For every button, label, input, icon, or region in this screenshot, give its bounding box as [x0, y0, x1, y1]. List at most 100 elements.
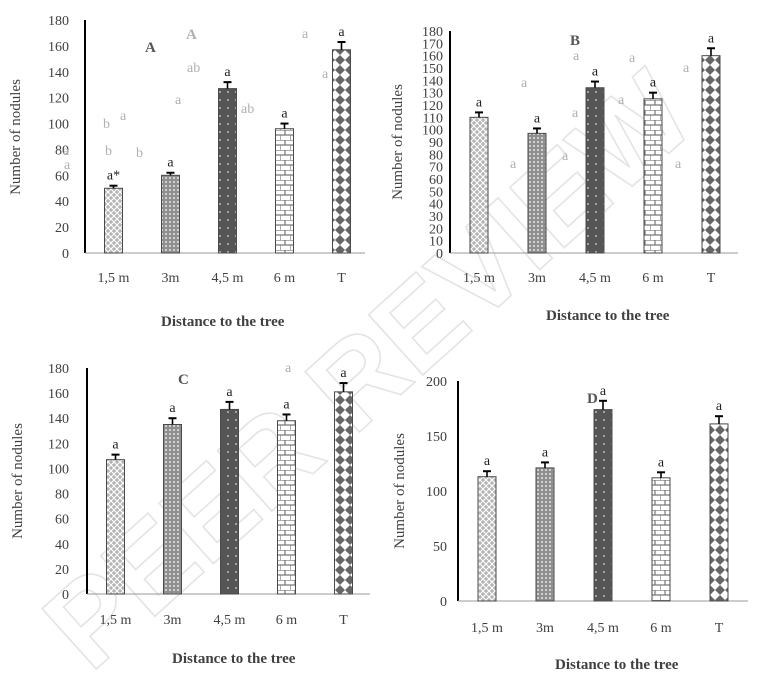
bar — [334, 391, 353, 595]
y-tick-label: 70 — [429, 161, 443, 176]
y-tick-label: 160 — [422, 50, 443, 65]
x-tick-label: 3m — [536, 621, 554, 636]
y-axis-title: Number of nodules — [392, 433, 408, 549]
bar — [535, 467, 555, 602]
bar — [643, 98, 663, 254]
x-tick-label: 6 m — [274, 271, 296, 286]
y-tick-label: 0 — [436, 247, 443, 262]
y-tick-label: 50 — [429, 185, 443, 200]
significance-label: a — [167, 156, 174, 171]
bar — [163, 424, 182, 595]
ghost-letter: a — [573, 49, 580, 64]
chart-panel-d: 0 50 100 150 200 a 1,5 m a 3m a 4,5 m a 6 m a T Number … — [392, 375, 748, 673]
bar — [104, 187, 123, 254]
x-tick-label: 3m — [162, 271, 180, 286]
x-tick-label: 4,5 m — [579, 271, 611, 286]
y-tick-label: 130 — [422, 87, 443, 102]
x-tick-label: 1,5 m — [471, 621, 503, 636]
ghost-letter: ab — [241, 102, 254, 117]
y-tick-label: 150 — [426, 430, 447, 445]
y-tick-label: 0 — [440, 595, 447, 610]
x-tick-label: T — [715, 621, 724, 636]
significance-label: a — [542, 445, 549, 460]
ghost-letter: ab — [187, 61, 200, 76]
y-tick-label: 20 — [55, 221, 69, 236]
bar — [469, 116, 489, 254]
ghost-letter: a — [629, 51, 636, 66]
ghost-letter: a — [562, 149, 569, 164]
significance-label: a — [283, 397, 290, 412]
significance-label: a — [708, 31, 715, 46]
y-tick-label: 140 — [48, 66, 69, 81]
y-axis-title: Number of nodules — [10, 423, 26, 539]
x-tick-label: 3m — [528, 271, 546, 286]
y-tick-label: 120 — [48, 437, 69, 452]
x-axis-title: Distance to the tree — [172, 651, 296, 667]
significance-label: a — [281, 107, 288, 122]
significance-label: a — [338, 25, 345, 40]
bar — [275, 128, 294, 254]
y-tick-label: 20 — [55, 563, 69, 578]
y-tick-label: 140 — [48, 412, 69, 427]
bar — [161, 174, 180, 254]
ghost-letter: a — [175, 93, 182, 108]
x-tick-label: 6 m — [650, 621, 672, 636]
significance-label: a — [534, 111, 541, 126]
y-tick-label: 40 — [55, 195, 69, 210]
ghost-letter: a — [285, 361, 292, 376]
y-tick-label: 120 — [422, 99, 443, 114]
panel-label: C — [178, 372, 189, 388]
y-tick-label: 40 — [55, 538, 69, 553]
significance-label: a — [484, 454, 491, 469]
y-tick-label: 80 — [55, 143, 69, 158]
ghost-panel-label-a: A — [186, 27, 197, 43]
ghost-letter: b — [136, 146, 143, 161]
ghost-letter: b — [103, 117, 110, 132]
bar — [220, 408, 239, 595]
x-tick-label: 4,5 m — [214, 613, 246, 628]
chart-panel-a: 0 20 40 60 80 100 120 140 160 180 a* 1,5 m a 3m a 4,5 m… — [8, 14, 365, 330]
x-tick-label: T — [707, 271, 716, 286]
y-tick-label: 100 — [426, 485, 447, 500]
y-tick-label: 100 — [422, 124, 443, 139]
ghost-letter: b — [105, 144, 112, 159]
ghost-letter: a — [322, 67, 329, 82]
ghost-letter: a — [683, 61, 690, 76]
y-tick-label: 140 — [422, 74, 443, 89]
x-axis-title: Distance to the tree — [546, 308, 670, 324]
y-tick-label: 60 — [429, 173, 443, 188]
bar — [709, 423, 729, 602]
bar — [527, 132, 547, 254]
y-tick-label: 100 — [48, 118, 69, 133]
x-tick-label: 3m — [164, 613, 182, 628]
ghost-letter: a — [521, 76, 528, 91]
significance-label: a — [224, 65, 231, 80]
bar — [701, 55, 721, 254]
y-tick-label: 150 — [422, 62, 443, 77]
x-axis-title: Distance to the tree — [555, 657, 679, 673]
y-tick-label: 60 — [55, 513, 69, 528]
ghost-letter: a — [618, 93, 625, 108]
ghost-letter: a — [572, 106, 579, 121]
x-tick-label: 1,5 m — [98, 271, 130, 286]
bar — [277, 420, 296, 595]
ghost-letter: a — [510, 157, 517, 172]
bar — [106, 459, 125, 595]
y-tick-label: 180 — [422, 25, 443, 40]
x-tick-label: 1,5 m — [100, 613, 132, 628]
x-tick-label: T — [339, 613, 348, 628]
significance-label: a — [650, 76, 657, 91]
y-tick-label: 40 — [429, 198, 443, 213]
ghost-letter: a — [120, 109, 127, 124]
ghost-letter: a — [302, 27, 309, 42]
y-tick-label: 110 — [423, 111, 443, 126]
y-tick-label: 50 — [433, 540, 447, 555]
bar — [585, 87, 605, 254]
x-tick-label: T — [337, 271, 346, 286]
ghost-letter: a — [675, 157, 682, 172]
y-tick-label: 180 — [48, 362, 69, 377]
panel-label: B — [570, 33, 580, 49]
y-tick-label: 180 — [48, 14, 69, 29]
y-tick-label: 80 — [55, 488, 69, 503]
significance-label: a — [716, 399, 723, 414]
